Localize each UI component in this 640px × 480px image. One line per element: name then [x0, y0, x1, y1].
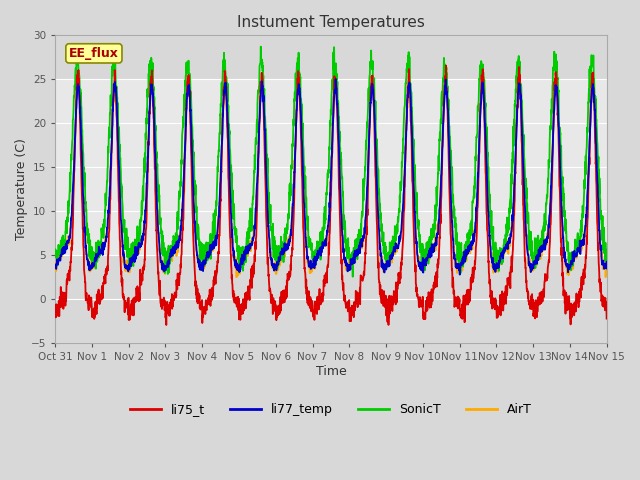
- Legend: li75_t, li77_temp, SonicT, AirT: li75_t, li77_temp, SonicT, AirT: [125, 398, 537, 421]
- AirT: [603, 257, 611, 263]
- li77_temp: [332, 76, 339, 82]
- AirT: [233, 275, 241, 280]
- li77_temp: [554, 118, 562, 124]
- Y-axis label: Temperature (C): Temperature (C): [15, 138, 28, 240]
- SonicT: [51, 250, 59, 255]
- SonicT: [554, 89, 562, 95]
- AirT: [405, 73, 413, 79]
- li75_t: [603, 316, 611, 322]
- AirT: [359, 236, 367, 242]
- li77_temp: [205, 250, 212, 255]
- AirT: [347, 266, 355, 272]
- li75_t: [442, 63, 450, 69]
- li75_t: [359, 275, 367, 280]
- li75_t: [554, 125, 562, 131]
- SonicT: [570, 255, 577, 261]
- SonicT: [492, 240, 499, 245]
- li77_temp: [456, 272, 463, 277]
- SonicT: [347, 260, 355, 265]
- SonicT: [349, 274, 356, 279]
- Line: li75_t: li75_t: [55, 66, 607, 325]
- SonicT: [360, 176, 367, 182]
- li75_t: [51, 314, 59, 320]
- AirT: [205, 252, 212, 258]
- li77_temp: [492, 269, 499, 275]
- li77_temp: [359, 236, 367, 242]
- li77_temp: [603, 259, 611, 264]
- AirT: [51, 268, 59, 274]
- li75_t: [163, 322, 170, 328]
- Line: AirT: AirT: [55, 76, 607, 277]
- Bar: [55, 79, 607, 255]
- Line: SonicT: SonicT: [55, 47, 607, 276]
- AirT: [554, 114, 562, 120]
- li75_t: [347, 318, 355, 324]
- AirT: [492, 269, 499, 275]
- SonicT: [257, 44, 264, 49]
- Line: li77_temp: li77_temp: [55, 79, 607, 275]
- li77_temp: [570, 258, 577, 264]
- Title: Instument Temperatures: Instument Temperatures: [237, 15, 425, 30]
- li75_t: [492, 301, 499, 307]
- SonicT: [205, 240, 212, 246]
- li75_t: [205, 292, 213, 298]
- li75_t: [570, 308, 577, 314]
- li77_temp: [347, 261, 355, 267]
- Text: EE_flux: EE_flux: [69, 47, 119, 60]
- li77_temp: [51, 264, 59, 269]
- X-axis label: Time: Time: [316, 365, 346, 378]
- AirT: [570, 257, 577, 263]
- SonicT: [603, 262, 611, 268]
